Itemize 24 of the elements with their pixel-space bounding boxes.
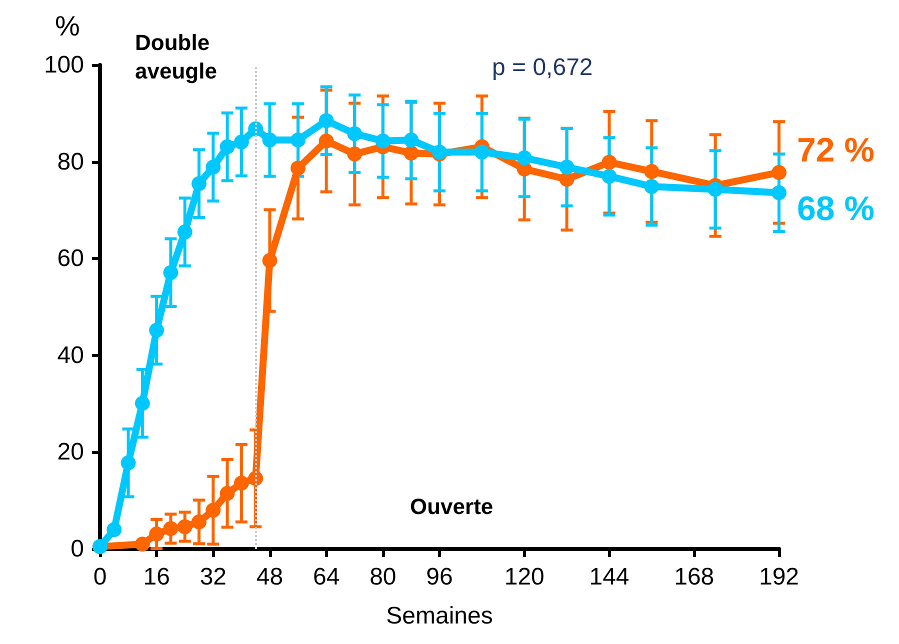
annotation: Double aveugle (135, 30, 217, 84)
x-tick-label: 48 (256, 564, 284, 590)
x-tick-label: 80 (370, 564, 396, 590)
x-axis-title: Semaines (386, 602, 493, 630)
y-tick-label: 80 (57, 148, 84, 176)
series-label: 72 % (797, 131, 874, 170)
x-tick-label: 120 (504, 564, 544, 590)
annotation: p = 0,672 (492, 54, 593, 82)
x-tick-label: 96 (426, 564, 453, 590)
annotation: Ouverte (410, 494, 494, 519)
x-tick-label: 32 (200, 564, 227, 590)
x-tick-label: 144 (589, 564, 630, 590)
series-label: 68 % (797, 190, 874, 228)
y-tick-label: 60 (57, 245, 84, 272)
x-tick-label: 192 (758, 564, 800, 590)
x-tick-label: 64 (312, 564, 340, 590)
y-tick-label: 40 (57, 342, 84, 369)
x-tick-label: 16 (143, 564, 170, 590)
x-tick-label: 168 (674, 564, 714, 590)
y-tick-label: 0 (70, 536, 84, 562)
y-axis-title: % (55, 10, 80, 42)
y-tick-label: 100 (44, 52, 84, 78)
x-tick-label: 0 (93, 564, 107, 590)
y-tick-label: 20 (57, 438, 84, 466)
